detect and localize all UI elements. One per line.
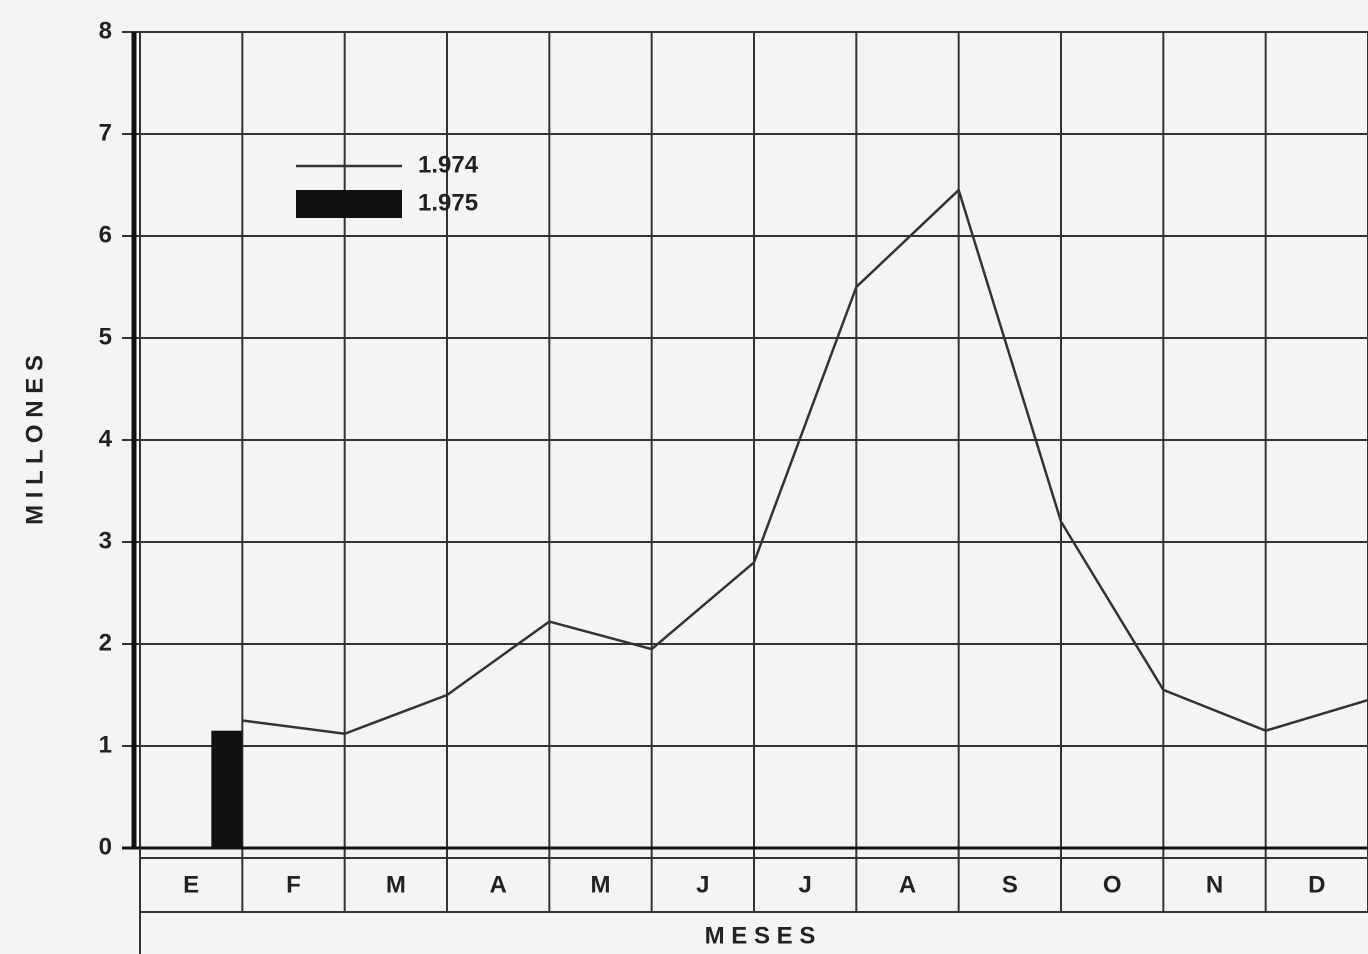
y-tick-label: 3 xyxy=(99,527,112,554)
y-tick-label: 6 xyxy=(99,221,112,248)
x-tick-label: M xyxy=(591,871,611,898)
line-series xyxy=(242,187,1368,736)
x-tick-label: J xyxy=(798,871,811,898)
x-axis-title: M E S E S xyxy=(705,922,816,949)
y-tick-label: 7 xyxy=(99,119,112,146)
legend-label: 1.974 xyxy=(418,151,479,178)
x-tick-label: E xyxy=(183,871,199,898)
y-tick-label: 0 xyxy=(99,833,112,860)
x-tick-label: J xyxy=(696,871,709,898)
x-tick-label: M xyxy=(386,871,406,898)
y-tick-label: 2 xyxy=(99,629,112,656)
x-tick-label: A xyxy=(489,871,506,898)
legend-label: 1.975 xyxy=(418,189,478,216)
y-tick-label: 4 xyxy=(99,425,113,452)
y-tick-label: 5 xyxy=(99,323,112,350)
y-tick-label: 1 xyxy=(99,731,112,758)
x-tick-label: S xyxy=(1002,871,1018,898)
bar xyxy=(211,730,243,848)
x-tick-label: D xyxy=(1308,871,1325,898)
x-tick-label: N xyxy=(1206,871,1223,898)
x-tick-label: F xyxy=(286,871,301,898)
y-axis-title: M I L L O N E S xyxy=(21,355,48,525)
y-tick-label: 8 xyxy=(99,17,112,44)
legend-swatch xyxy=(296,190,402,218)
x-tick-label: O xyxy=(1103,871,1122,898)
x-tick-label: A xyxy=(899,871,916,898)
